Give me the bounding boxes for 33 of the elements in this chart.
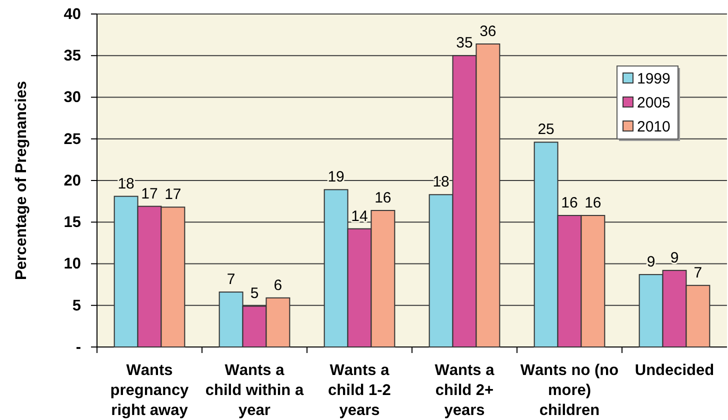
y-axis-title: Percentage of Pregnancies xyxy=(13,81,30,280)
data-label: 7 xyxy=(694,264,702,282)
y-tick-label: 20 xyxy=(64,172,81,190)
y-tick-label: 35 xyxy=(64,48,82,65)
x-tick-label: Undecided xyxy=(634,362,714,379)
data-label: 25 xyxy=(538,121,554,138)
data-label: 16 xyxy=(584,194,602,212)
data-label: 35 xyxy=(456,34,473,52)
data-label: 36 xyxy=(480,22,496,40)
x-tick-label: Wants no (no more) children xyxy=(520,362,619,419)
y-tick-label: 30 xyxy=(64,89,81,106)
data-label: 14 xyxy=(351,208,368,225)
data-label: 16 xyxy=(561,194,578,212)
y-tick-label: 5 xyxy=(72,297,82,314)
legend-label: 2010 xyxy=(637,118,670,136)
data-label: 5 xyxy=(250,285,259,302)
legend-label: 2005 xyxy=(637,94,670,112)
x-tick-label: Wants pregnancy right away xyxy=(110,362,190,419)
x-tick-label: Wants a child 1-2 years xyxy=(328,362,391,419)
data-label: 7 xyxy=(226,271,236,288)
data-label: 16 xyxy=(374,189,392,206)
x-tick-label: Wants a child 2+ years xyxy=(434,362,495,419)
data-label: 6 xyxy=(274,276,282,294)
y-tick-label: 40 xyxy=(64,6,81,23)
y-tick-label: - xyxy=(76,338,81,356)
data-label: 17 xyxy=(164,186,182,204)
y-tick-label: 25 xyxy=(64,130,82,148)
data-label: 17 xyxy=(141,185,158,202)
legend-label: 1999 xyxy=(637,70,670,88)
y-tick-label: 10 xyxy=(64,256,81,273)
y-tick-label: 15 xyxy=(64,214,82,232)
data-label: 9 xyxy=(670,249,679,266)
x-tick-label: Wants a child within a year xyxy=(205,362,304,419)
